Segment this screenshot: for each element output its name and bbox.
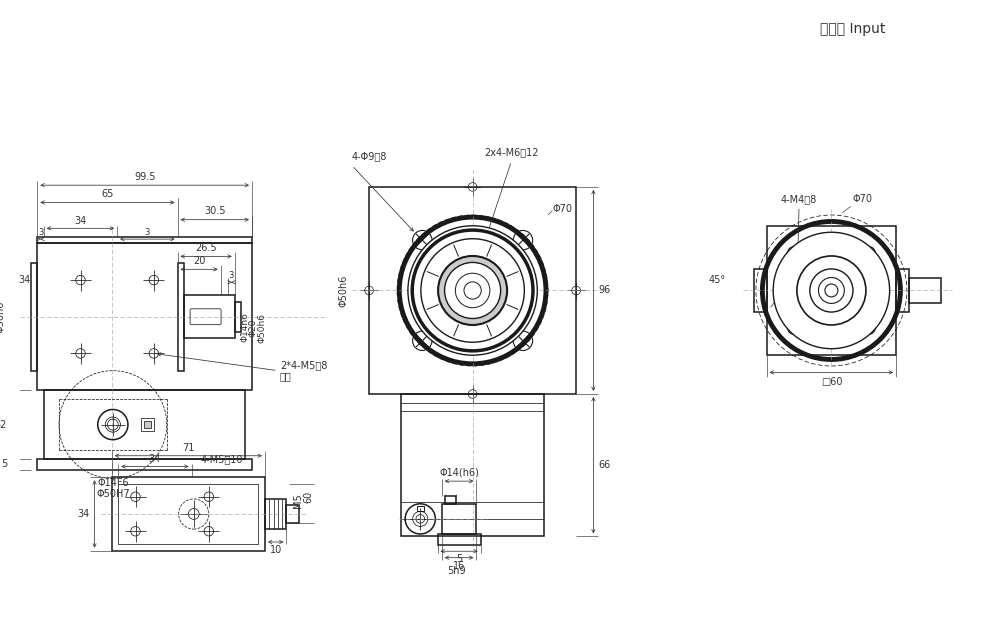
Bar (235, 301, 241, 332)
Text: 2x4-M6深12: 2x4-M6深12 (484, 147, 539, 157)
Text: 45°: 45° (709, 274, 726, 284)
Text: Φ20: Φ20 (249, 318, 258, 337)
Text: 4-Φ9深8: 4-Φ9深8 (352, 151, 387, 161)
Text: Φ70: Φ70 (552, 203, 572, 214)
Bar (37, 459, 252, 470)
Circle shape (810, 269, 853, 312)
Bar (144, 421, 151, 428)
Text: 5: 5 (456, 555, 462, 565)
Bar (37, 237, 252, 244)
Bar (141, 418, 154, 431)
Text: Φ14(h6): Φ14(h6) (439, 468, 479, 478)
Text: 3: 3 (229, 271, 234, 280)
Text: Φ50h6: Φ50h6 (0, 301, 6, 333)
Circle shape (773, 232, 890, 349)
Bar (118, 484, 258, 544)
Bar (401, 394, 544, 536)
Bar (767, 226, 896, 355)
Bar (896, 269, 909, 312)
Text: □60: □60 (821, 377, 842, 387)
Circle shape (421, 239, 524, 342)
Text: 10: 10 (270, 545, 282, 555)
Text: 4-M5深10: 4-M5深10 (200, 455, 243, 464)
Text: 99.5: 99.5 (134, 172, 155, 182)
Text: 32: 32 (0, 420, 7, 430)
Bar (286, 506, 299, 522)
Circle shape (408, 226, 537, 355)
Bar (445, 496, 456, 504)
Bar (44, 390, 245, 459)
Text: 60: 60 (304, 490, 314, 503)
Bar (438, 534, 481, 544)
Bar (909, 278, 941, 303)
Text: 34: 34 (18, 275, 30, 285)
Circle shape (445, 263, 501, 318)
Text: 26.5: 26.5 (195, 243, 217, 253)
Bar (31, 263, 37, 371)
Bar (37, 244, 252, 390)
Bar (184, 295, 235, 338)
Text: 34: 34 (74, 216, 87, 226)
Text: 输入端 Input: 输入端 Input (820, 22, 886, 36)
Text: Φ14h6: Φ14h6 (240, 313, 249, 342)
Circle shape (438, 256, 507, 325)
Text: 3: 3 (38, 228, 43, 237)
Text: 96: 96 (599, 286, 611, 295)
Bar (442, 504, 476, 534)
Bar (417, 506, 424, 511)
Bar (369, 187, 576, 394)
Text: 5h9: 5h9 (448, 566, 466, 577)
Text: 30.5: 30.5 (204, 207, 226, 217)
Bar (112, 477, 265, 551)
Bar (265, 499, 286, 529)
Text: 34: 34 (77, 509, 89, 519)
Text: 16: 16 (453, 561, 465, 571)
Text: 66: 66 (599, 460, 611, 470)
Bar (754, 269, 767, 312)
Text: Φ50h6: Φ50h6 (257, 313, 266, 342)
Text: 65: 65 (101, 189, 114, 199)
Bar (178, 263, 184, 371)
Text: M5: M5 (293, 494, 303, 509)
Text: Φ50H7: Φ50H7 (96, 489, 130, 499)
Text: 2*4-M5深8
两面: 2*4-M5深8 两面 (280, 360, 327, 381)
Bar (829, 275, 834, 284)
Text: 71: 71 (182, 443, 195, 453)
Text: 34: 34 (149, 455, 161, 464)
Text: Φ70: Φ70 (853, 194, 873, 204)
Text: 3: 3 (145, 228, 150, 237)
Text: Φ50h6: Φ50h6 (338, 274, 348, 306)
Text: Φ14F6: Φ14F6 (97, 479, 129, 489)
Text: 5: 5 (1, 460, 7, 470)
Text: 4-M4深8: 4-M4深8 (781, 194, 817, 204)
Text: 20: 20 (193, 256, 205, 266)
